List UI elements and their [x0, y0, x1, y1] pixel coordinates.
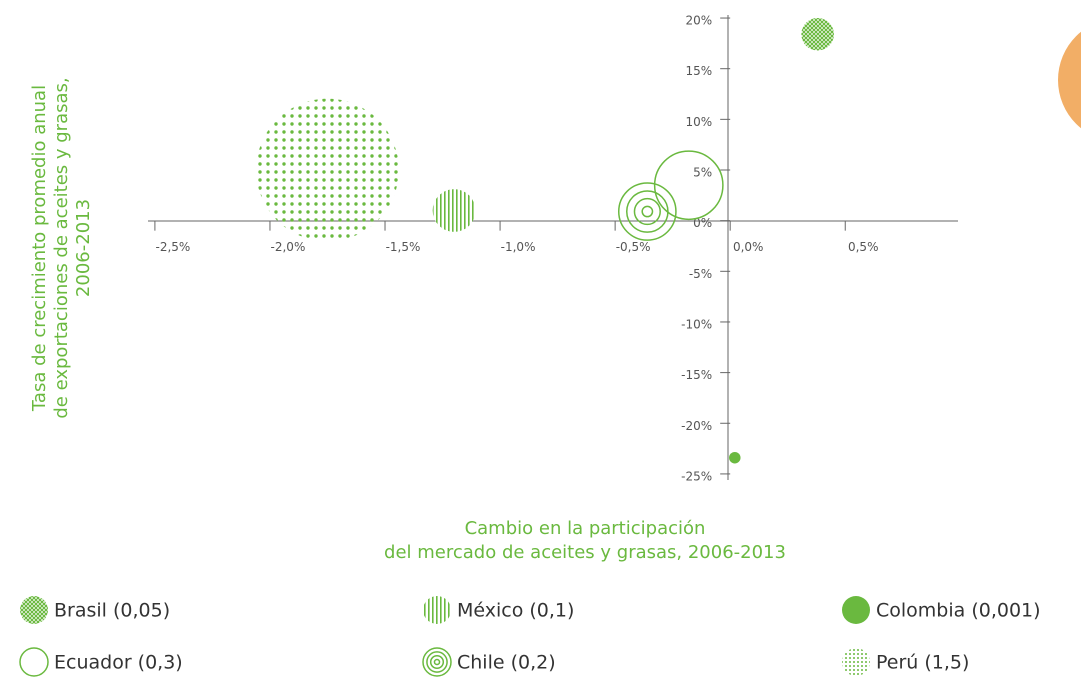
bubble-ring: [641, 205, 654, 218]
bubble: [432, 189, 476, 232]
y-tick-label: 0%: [693, 216, 712, 230]
legend-swatch: [423, 596, 451, 624]
y-tick-label: -25%: [681, 469, 712, 483]
x-axis-title: del mercado de aceites y grasas, 2006-20…: [384, 542, 786, 563]
bubble-outline: [653, 150, 724, 221]
legend-swatch: [20, 596, 48, 624]
bubble-ring: [617, 182, 677, 241]
bubble: [617, 182, 677, 241]
x-tick-label: -0,5%: [616, 240, 651, 254]
x-tick-label: -1,5%: [386, 240, 421, 254]
bubble-fill: [729, 451, 741, 464]
bubble-ring: [633, 197, 661, 226]
y-tick-label: -20%: [681, 419, 712, 433]
y-tick-label: -5%: [689, 267, 712, 281]
bubble-fill: [801, 17, 834, 51]
bubble-fill: [842, 648, 870, 676]
bubble-fill: [842, 596, 870, 624]
y-tick-label: 20%: [686, 14, 713, 28]
legend-label: Colombia (0,001): [876, 600, 1041, 622]
bubble-ring: [626, 190, 669, 233]
bubble-outline: [19, 647, 49, 677]
y-tick-label: -15%: [681, 368, 712, 382]
x-tick-label: -2,5%: [155, 240, 190, 254]
bubble-ring: [426, 651, 448, 673]
x-tick-label: 0,0%: [733, 240, 764, 254]
bubble: [653, 150, 724, 221]
legend-swatch: [842, 648, 870, 676]
y-tick-label: -10%: [681, 317, 712, 331]
bubble-fill: [256, 98, 399, 242]
x-tick-label: -2,0%: [271, 240, 306, 254]
axes: [148, 15, 958, 480]
y-tick-label: 5%: [693, 166, 712, 180]
bubble-ring: [422, 647, 452, 677]
x-tick-label: -1,0%: [501, 240, 536, 254]
bubble-fill: [423, 596, 451, 624]
legend-swatch: [19, 647, 49, 677]
legend-swatch: [842, 596, 870, 624]
bubble-ring: [429, 654, 445, 670]
bubble: [801, 17, 834, 51]
decoration: [1058, 31, 1081, 129]
bubble: [729, 451, 741, 464]
legend-swatch: [422, 647, 452, 677]
legend-label: México (0,1): [457, 600, 574, 622]
bubble-fill: [432, 189, 476, 232]
bubble-fill: [20, 596, 48, 624]
bubble-ring: [433, 658, 441, 666]
y-tick-label: 15%: [686, 64, 713, 78]
legend-label: Ecuador (0,3): [54, 652, 183, 674]
y-tick-label: 10%: [686, 115, 713, 129]
y-axis-title: Tasa de crecimiento promedio anual: [29, 85, 50, 412]
y-axis-title: de exportaciones de aceites y grasas,: [51, 77, 72, 418]
legend-label: Chile (0,2): [457, 652, 556, 674]
x-axis-title: Cambio en la participación: [465, 518, 706, 539]
legend-label: Brasil (0,05): [54, 600, 170, 622]
bubble: [256, 98, 399, 242]
legend-label: Perú (1,5): [876, 652, 969, 674]
x-tick-label: 0,5%: [848, 240, 879, 254]
y-axis-title: 2006-2013: [73, 199, 94, 297]
